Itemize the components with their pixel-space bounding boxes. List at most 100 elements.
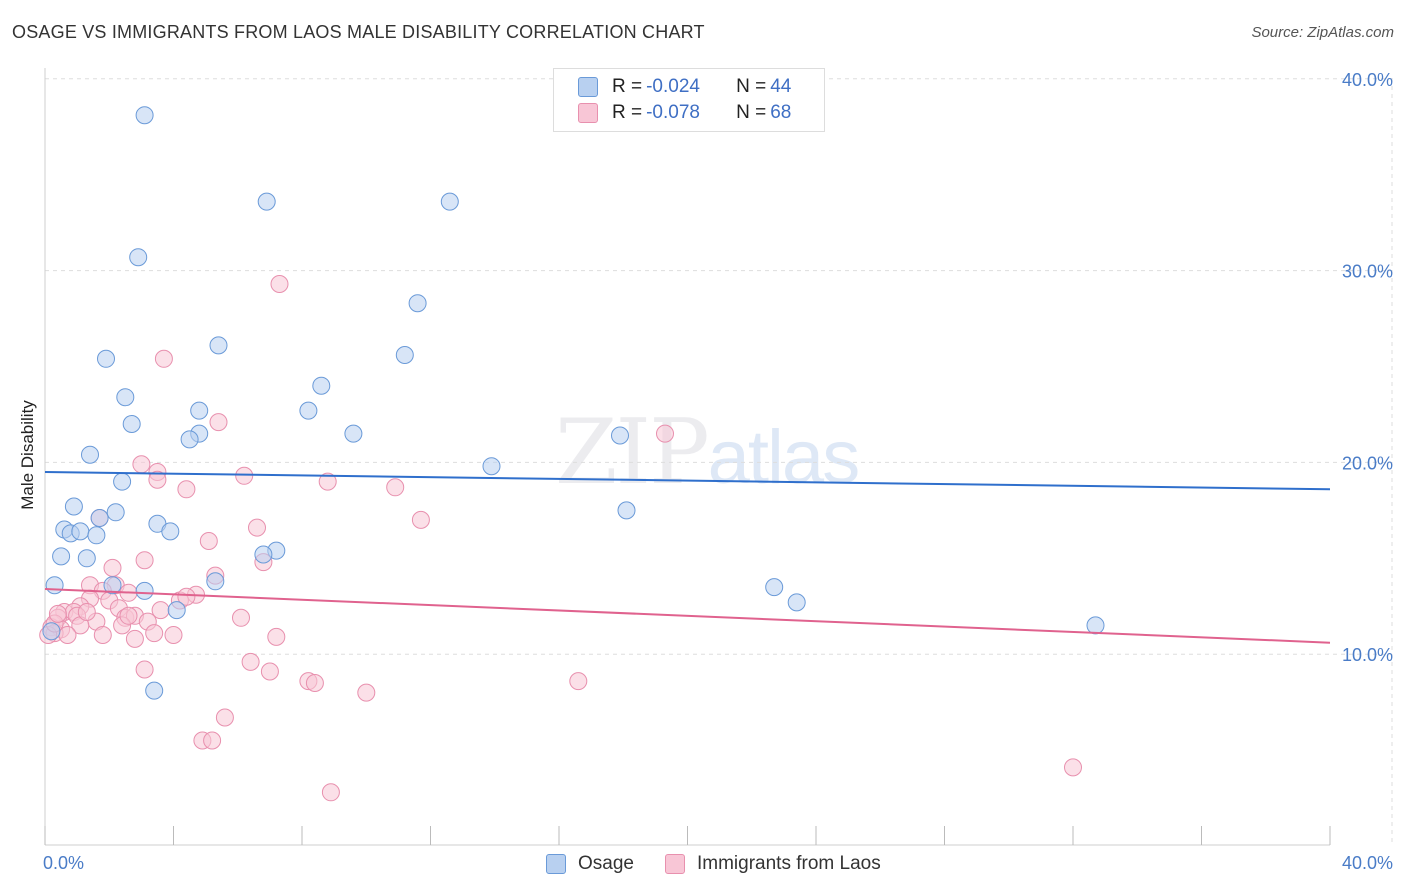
laos-point-38: [232, 608, 250, 627]
laos-point-13: [248, 518, 266, 537]
osage-point-37: [135, 581, 154, 600]
laos-legend-label: Immigrants from Laos: [697, 853, 881, 874]
laos-point-66: [177, 587, 196, 606]
laos-legend-swatch: [665, 854, 685, 874]
trend-lines: [44, 470, 1331, 644]
y-tick-label-3: 40.0%: [1342, 70, 1393, 90]
osage-point-35: [103, 576, 122, 595]
laos-point-52: [260, 662, 279, 681]
axes: [44, 68, 1331, 846]
laos-point-56: [569, 672, 588, 691]
series-legend: Osage Immigrants from Laos: [0, 850, 1406, 880]
osage-point-22: [90, 509, 109, 527]
laos-r-label: R =: [612, 102, 643, 123]
osage-point-23: [617, 501, 636, 520]
chart-title: OSAGE VS IMMIGRANTS FROM LAOS MALE DISAB…: [12, 22, 705, 42]
osage-point-10: [190, 401, 209, 420]
laos-point-55: [357, 683, 376, 702]
osage-point-34: [45, 576, 64, 595]
legend-row-laos: R = -0.078 N = 68: [578, 100, 791, 126]
laos-point-63: [77, 603, 96, 621]
osage-point-6: [209, 336, 228, 355]
laos-swatch: [578, 103, 598, 123]
osage-point-2: [440, 192, 459, 211]
osage-legend-swatch: [546, 854, 566, 874]
osage-point-38: [765, 578, 784, 597]
y-tick-label-1: 20.0%: [1342, 453, 1393, 473]
laos-point-1: [154, 349, 173, 368]
laos-point-14: [199, 532, 218, 550]
osage-point-11: [299, 401, 318, 420]
osage-point-15: [180, 430, 199, 449]
laos-point-46: [145, 624, 164, 643]
points: [39, 106, 1105, 802]
legend-item-laos: Immigrants from Laos: [665, 853, 881, 875]
osage-point-18: [482, 457, 501, 476]
laos-point-61: [321, 783, 340, 802]
laos-point-0: [270, 275, 289, 293]
laos-point-2: [209, 413, 228, 432]
osage-point-16: [611, 426, 629, 445]
source-label: Source: ZipAtlas.com: [1251, 24, 1394, 41]
watermark: ZIPatlas: [555, 400, 861, 505]
osage-point-31: [77, 549, 96, 568]
osage-point-30: [52, 547, 71, 566]
osage-n-value: 44: [770, 76, 792, 97]
laos-point-4: [132, 455, 151, 474]
laos-point-54: [305, 674, 324, 692]
watermark-atlas: atlas: [707, 415, 861, 500]
osage-point-41: [1086, 616, 1105, 635]
legend-row-osage: R = -0.024 N = 44: [578, 74, 791, 100]
osage-point-12: [122, 415, 141, 433]
laos-point-17: [103, 558, 122, 577]
y-tick-label-0: 10.0%: [1342, 645, 1393, 665]
laos-point-9: [386, 478, 405, 497]
osage-point-4: [408, 294, 427, 313]
laos-point-7: [235, 466, 254, 485]
osage-point-8: [312, 376, 331, 395]
laos-point-47: [164, 626, 183, 644]
x-tick-label-1: 40.0%: [1342, 853, 1393, 873]
osage-point-39: [787, 593, 806, 612]
grid: [45, 78, 1393, 845]
laos-point-48: [267, 627, 286, 646]
osage-r-value: -0.024: [646, 76, 700, 97]
osage-point-1: [257, 192, 276, 211]
laos-n-value: 68: [770, 102, 792, 123]
laos-point-6: [148, 470, 167, 489]
laos-point-51: [135, 660, 154, 679]
laos-point-64: [58, 626, 77, 644]
osage-point-3: [129, 248, 148, 267]
laos-point-59: [203, 731, 222, 750]
laos-n-label: N =: [736, 102, 767, 123]
osage-point-40: [167, 601, 186, 620]
correlation-legend: R = -0.024 N = 44 R = -0.078 N = 68: [553, 68, 825, 132]
watermark-zip: ZIP: [555, 400, 710, 505]
laos-r-value: -0.078: [646, 102, 700, 123]
osage-r-label: R =: [612, 76, 643, 97]
laos-trend-line: [44, 587, 1331, 644]
laos-point-45: [93, 626, 112, 644]
laos-point-67: [48, 604, 67, 623]
laos-point-3: [656, 424, 674, 443]
osage-point-0: [135, 106, 154, 125]
laos-point-50: [241, 652, 260, 671]
osage-point-27: [87, 526, 106, 545]
osage-point-21: [106, 503, 125, 522]
osage-point-29: [161, 522, 180, 541]
laos-point-57: [215, 708, 234, 727]
osage-n-label: N =: [736, 76, 767, 97]
laos-point-12: [411, 510, 430, 529]
osage-point-33: [254, 545, 273, 564]
legend-item-osage: Osage: [546, 853, 634, 875]
osage-legend-label: Osage: [578, 853, 634, 874]
osage-point-26: [71, 522, 90, 541]
laos-point-8: [318, 472, 337, 491]
osage-point-7: [395, 346, 414, 364]
osage-point-19: [113, 472, 132, 491]
osage-trend-line: [44, 470, 1331, 491]
osage-swatch: [578, 77, 598, 97]
osage-point-20: [64, 497, 83, 516]
tick-labels: 10.0% 20.0% 30.0% 40.0% 0.0% 40.0%: [43, 70, 1393, 873]
